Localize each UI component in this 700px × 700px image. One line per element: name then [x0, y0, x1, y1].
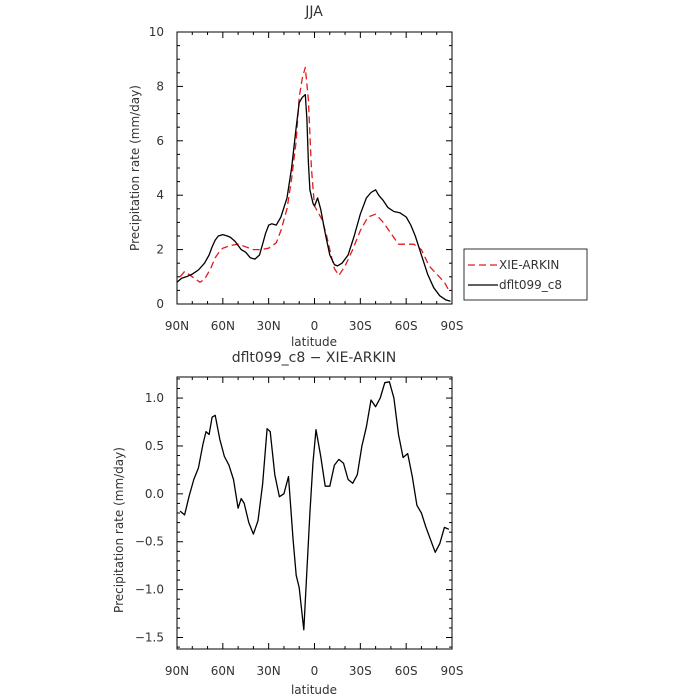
- plot-frame-jja: [176, 31, 453, 305]
- y-tick-label: 10: [149, 25, 164, 39]
- x-tick-label: 30N: [257, 319, 281, 333]
- legend-box: [463, 248, 588, 301]
- plot-frame-difference: [176, 376, 453, 650]
- x-tick-label: 60N: [211, 319, 235, 333]
- y-tick-label: −0.5: [135, 535, 164, 549]
- x-tick-label: 60S: [395, 664, 418, 678]
- chart-title-jja: JJA: [304, 4, 323, 20]
- x-axis-title-jja: latitude: [291, 335, 337, 349]
- y-tick-label: 1.0: [145, 391, 164, 405]
- legend-label-xie-arkin: XIE-ARKIN: [499, 258, 559, 272]
- y-tick-label: 0.0: [145, 487, 164, 501]
- y-tick-label: 6: [156, 134, 164, 148]
- chart-title-difference: dflt099_c8 − XIE-ARKIN: [232, 350, 397, 366]
- x-tick-label: 30N: [257, 664, 281, 678]
- x-tick-label: 30S: [349, 319, 372, 333]
- y-tick-label: −1.0: [135, 583, 164, 597]
- x-axis-title-difference: latitude: [291, 683, 337, 697]
- x-tick-label: 60S: [395, 319, 418, 333]
- y-axis-title-jja: Precipitation rate (mm/day): [128, 85, 142, 251]
- y-tick-label: 4: [156, 188, 164, 202]
- y-tick-label: 8: [156, 79, 164, 93]
- x-tick-label: 90N: [165, 664, 189, 678]
- y-tick-label: 0.5: [145, 439, 164, 453]
- series-line-dflt099-c8-difference: [179, 381, 450, 631]
- y-tick-label: 2: [156, 243, 164, 257]
- y-tick-label: 0: [156, 297, 164, 311]
- legend-label-dflt099-c8: dflt099_c8: [499, 278, 562, 292]
- x-tick-label: 0: [311, 319, 319, 333]
- y-axis-title-difference: Precipitation rate (mm/day): [112, 447, 126, 613]
- series-line-dflt099-c8-jja: [176, 93, 451, 302]
- legend: XIE-ARKIN dflt099_c8: [463, 248, 588, 301]
- series-line-xie-arkin-jja: [179, 66, 450, 291]
- chart-difference: dflt099_c8 − XIE-ARKIN 90N 60N 30N 0 30S 60S 9…: [112, 350, 463, 697]
- x-tick-label: 0: [311, 664, 319, 678]
- x-tick-label: 60N: [211, 664, 235, 678]
- x-tick-label: 90S: [441, 664, 464, 678]
- x-tick-label: 30S: [349, 664, 372, 678]
- y-tick-label: −1.5: [135, 631, 164, 645]
- x-tick-label: 90S: [441, 319, 464, 333]
- x-tick-label: 90N: [165, 319, 189, 333]
